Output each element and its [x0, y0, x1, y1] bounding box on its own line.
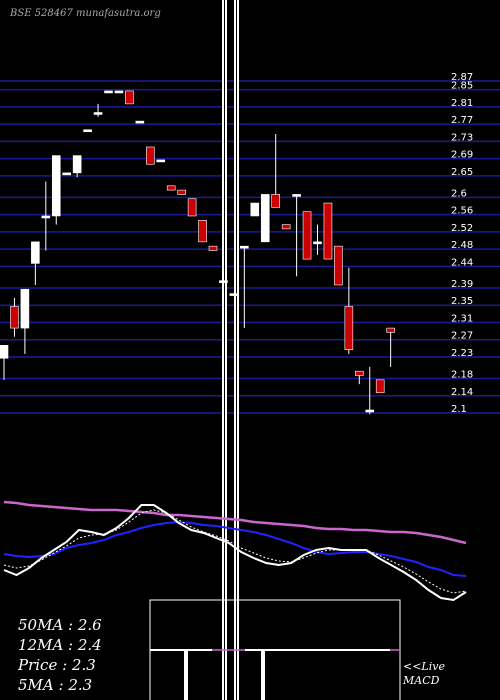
y-tick-label: 2.44	[451, 257, 473, 268]
indicator-line-mid	[3, 520, 467, 577]
candle-body	[271, 194, 281, 208]
candle-body	[344, 306, 354, 350]
candle-body	[62, 172, 72, 176]
candle-body	[10, 306, 19, 329]
candle-body	[0, 345, 9, 359]
candle-body	[125, 90, 134, 105]
candle-body	[83, 129, 92, 133]
volume-spike-bands	[222, 0, 239, 700]
macd-panel	[149, 599, 401, 700]
macd-histogram-right	[245, 649, 390, 700]
chart-title: BSE 528467 munafasutra.org	[9, 8, 161, 19]
candle-body	[292, 194, 301, 197]
candle-body	[198, 219, 207, 243]
candle-body	[51, 155, 61, 217]
y-tick-label: 2.48	[451, 240, 473, 251]
candle-body	[93, 112, 103, 115]
candle-body	[114, 90, 124, 94]
y-tick-label: 2.18	[451, 370, 473, 381]
candle-body	[386, 327, 395, 333]
candle-body	[31, 241, 40, 264]
y-tick-label: 2.6	[451, 188, 467, 199]
macd-live-label: <<Live	[403, 660, 445, 673]
candle-body	[229, 293, 239, 296]
y-tick-label: 2.31	[451, 313, 473, 324]
candle-body	[208, 245, 218, 251]
stat-price: Price : 2.3	[17, 656, 96, 674]
candle-body	[156, 159, 166, 163]
y-tick-label: 2.73	[451, 132, 473, 143]
y-tick-label: 2.81	[451, 98, 473, 109]
candle-body	[146, 146, 155, 165]
candle-body	[240, 245, 249, 249]
candle-body	[354, 370, 364, 376]
candle-body	[104, 90, 113, 94]
y-tick-label: 2.69	[451, 150, 473, 161]
candle-body	[41, 215, 51, 219]
stat-ma5: 5MA : 2.3	[18, 676, 92, 694]
y-tick-label: 2.52	[451, 223, 473, 234]
macd-histogram-left	[150, 649, 212, 700]
candle-body	[323, 202, 333, 260]
y-tick-label: 2.77	[451, 115, 473, 126]
candlesticks	[0, 90, 395, 415]
stat-ma12: 12MA : 2.4	[18, 636, 102, 654]
candle-body	[72, 155, 82, 174]
indicator-line-slow	[3, 500, 467, 545]
y-tick-label: 2.23	[451, 348, 473, 359]
y-tick-label: 2.65	[451, 167, 473, 178]
indicator-line-macd_fast	[3, 509, 467, 594]
candle-body	[250, 202, 260, 217]
y-tick-label: 2.56	[451, 206, 473, 217]
y-tick-label: 2.85	[451, 81, 473, 92]
candle-body	[365, 409, 375, 413]
candle-body	[177, 189, 186, 195]
y-tick-label: 2.14	[451, 387, 473, 398]
macd-label: MACD	[402, 674, 440, 687]
candle-body	[260, 194, 270, 243]
macd-panel-frame	[149, 599, 401, 700]
y-tick-label: 2.87	[451, 72, 473, 83]
indicator-line-price	[3, 504, 467, 602]
y-tick-label: 2.27	[451, 331, 473, 342]
vertical-band-right-gap	[236, 0, 237, 700]
candle-body	[219, 280, 228, 283]
y-tick-label: 2.39	[451, 279, 473, 290]
candle-body	[313, 241, 322, 245]
candle-body	[20, 288, 30, 329]
candle-body	[375, 379, 385, 394]
indicator-lines	[3, 500, 467, 602]
stat-ma50: 50MA : 2.6	[18, 616, 102, 634]
y-tick-label: 2.35	[451, 296, 473, 307]
candle-body	[187, 198, 197, 217]
candle-body	[135, 120, 145, 124]
candle-body	[302, 211, 312, 260]
y-tick-label: 2.1	[451, 404, 467, 415]
vertical-band-left-gap	[224, 0, 225, 700]
candle-body	[334, 245, 343, 286]
candle-body	[166, 185, 176, 191]
price-grid	[0, 80, 500, 414]
candle-body	[281, 224, 291, 230]
y-axis-ticks: 2.872.85 2.81 2.77 2.73 2.69 2.65 2.6 2.56 2.52 2…	[451, 72, 473, 415]
